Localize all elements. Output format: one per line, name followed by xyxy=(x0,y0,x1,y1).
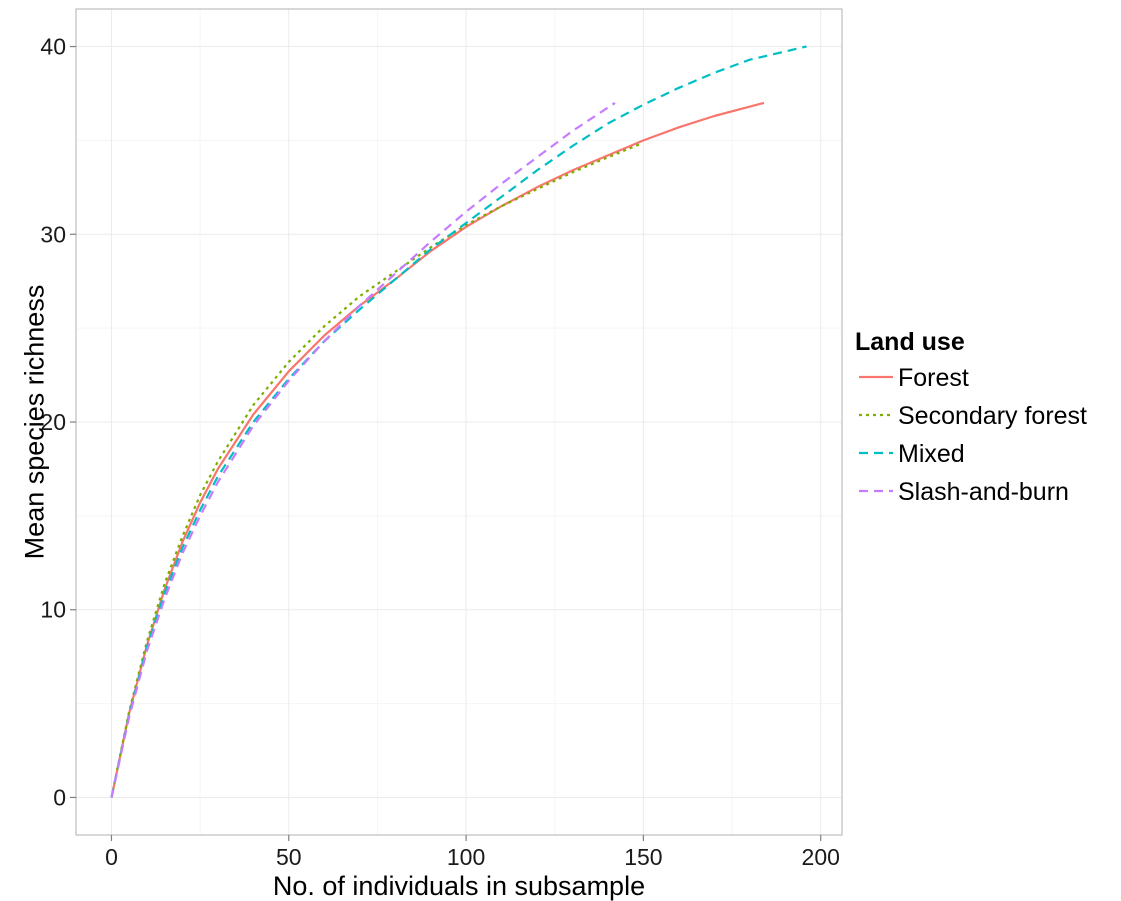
legend-label-mixed: Mixed xyxy=(898,440,965,468)
y-axis-title: Mean species richness xyxy=(19,285,49,560)
x-axis-title: No. of individuals in subsample xyxy=(273,871,645,901)
series-line-secondary-forest xyxy=(110,143,641,798)
y-tick-label: 30 xyxy=(40,221,66,247)
series-layer xyxy=(110,45,807,798)
gridlines xyxy=(76,9,842,835)
y-tick-label: 40 xyxy=(40,34,66,60)
x-tick-label: 100 xyxy=(447,844,485,870)
x-tick-label: 150 xyxy=(624,844,662,870)
y-tick-label: 0 xyxy=(53,784,66,810)
series-line-forest xyxy=(110,101,765,798)
x-tick-label: 200 xyxy=(802,844,840,870)
y-tick-label: 10 xyxy=(40,597,66,623)
x-tick-label: 50 xyxy=(276,844,302,870)
legend: Land use Forest Secondary forest Mixed Slas… xyxy=(855,328,1087,506)
legend-label-forest: Forest xyxy=(898,364,969,392)
legend-title: Land use xyxy=(855,328,965,356)
legend-label-secondary-forest: Secondary forest xyxy=(898,402,1087,430)
x-tick-label: 0 xyxy=(105,844,118,870)
y-tick-label: 20 xyxy=(40,409,66,435)
series-line-mixed xyxy=(110,45,807,798)
axes: 0 50 100 150 200 0 10 20 30 40 xyxy=(40,34,840,870)
legend-label-slash-and-burn: Slash-and-burn xyxy=(898,478,1069,506)
series-line-slash-and-burn xyxy=(110,101,616,798)
